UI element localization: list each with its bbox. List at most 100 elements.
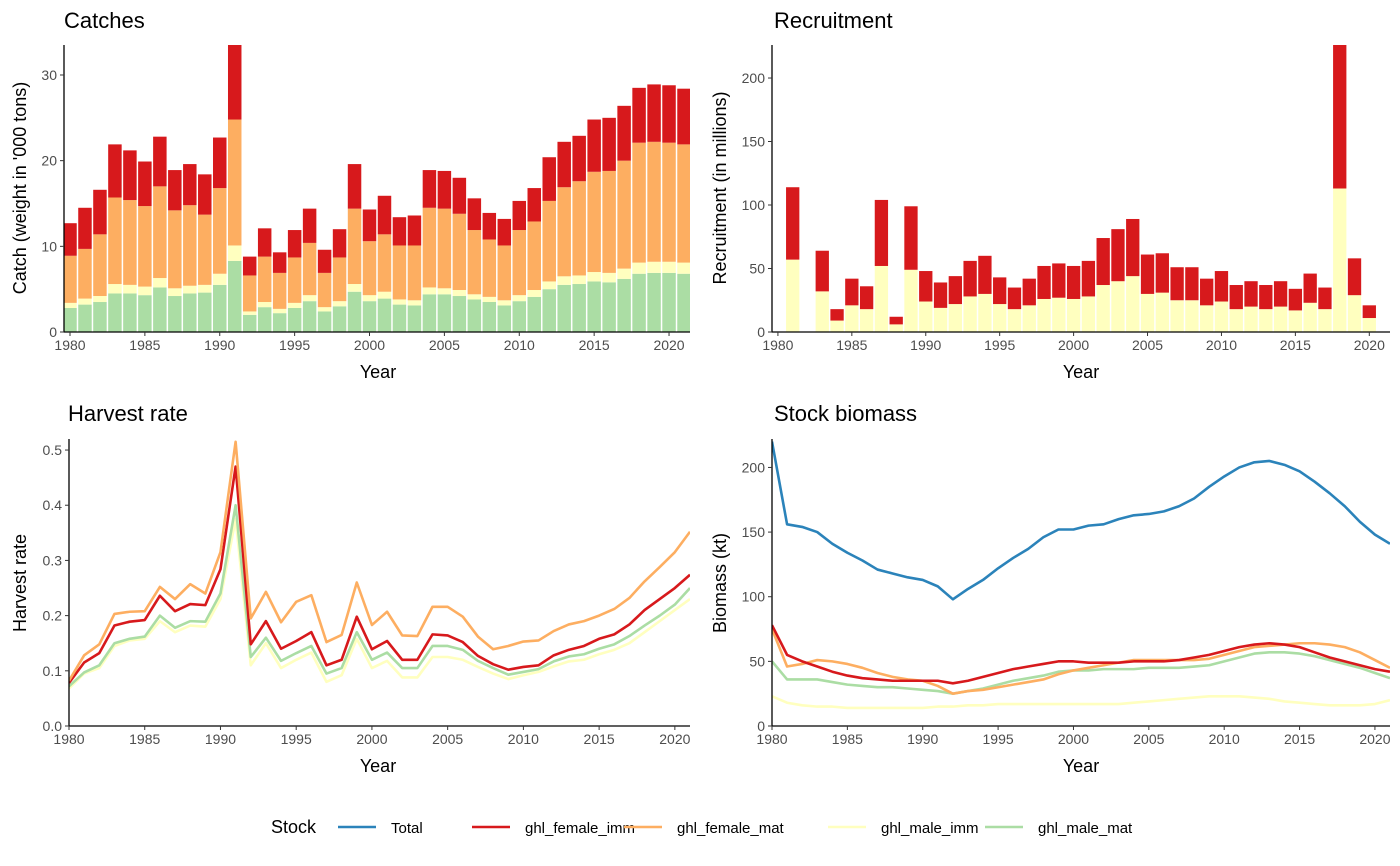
catches-bar-ghl_male_imm-1986 xyxy=(153,278,167,288)
recruitment-bar-ghl_female_imm-2000 xyxy=(1066,265,1081,299)
catches-bar-ghl_female_imm-2009 xyxy=(497,218,512,246)
catches-bar-ghl_female_mat-2010 xyxy=(512,230,527,296)
catches-bar-ghl_female_imm-1994 xyxy=(272,252,287,273)
biomass-y-tick-label: 100 xyxy=(742,589,766,605)
biomass-line-Total xyxy=(772,441,1390,601)
catches-x-tick-label: 2005 xyxy=(429,337,460,353)
catches-bar-ghl_male_imm-2003 xyxy=(407,300,422,306)
recruitment-x-tick-label: 2005 xyxy=(1132,337,1163,353)
biomass-marks xyxy=(772,441,1390,710)
recruitment-bar-ghl_male_imm-1989 xyxy=(904,269,918,332)
recruitment-bar-ghl_male_imm-1992 xyxy=(948,304,962,332)
catches-bar-ghl_male_imm-2013 xyxy=(557,276,571,285)
recruitment-bar-ghl_female_imm-2013 xyxy=(1259,285,1273,310)
catches-bar-ghl_male_mat-1983 xyxy=(108,293,122,332)
catches-bar-ghl_male_mat-2008 xyxy=(482,302,497,332)
catches-bar-ghl_male_mat-2000 xyxy=(362,301,377,332)
catches-bar-ghl_male_imm-2019 xyxy=(647,261,661,273)
biomass-x-tick-label: 2015 xyxy=(1284,731,1315,747)
recruitment-bar-ghl_female_imm-1998 xyxy=(1037,265,1051,299)
legend-label-ghl_male_mat: ghl_male_mat xyxy=(1038,820,1133,837)
recruitment-bar-ghl_male_imm-1987 xyxy=(874,265,889,332)
catches-bar-ghl_male_mat-2020 xyxy=(662,272,676,332)
harvest-line-ghl_male_imm xyxy=(69,517,690,690)
catches-bar-ghl_female_imm-2021 xyxy=(677,88,690,145)
recruitment-bar-ghl_male_imm-1984 xyxy=(830,320,844,332)
catches-bar-ghl_female_mat-2021 xyxy=(677,144,690,263)
catches-bar-ghl_female_mat-1994 xyxy=(272,272,287,309)
catches-bar-ghl_female_mat-1983 xyxy=(108,197,122,285)
catches-bar-ghl_male_imm-2017 xyxy=(617,268,631,279)
catches-bar-ghl_male_imm-1981 xyxy=(78,298,92,305)
catches-bar-ghl_male_mat-2013 xyxy=(557,284,571,332)
catches-x-tick-label: 1995 xyxy=(279,337,310,353)
recruitment-bar-ghl_female_imm-1997 xyxy=(1022,278,1036,306)
catches-bar-ghl_male_mat-2012 xyxy=(542,289,556,332)
catches-bar-ghl_male_imm-2008 xyxy=(482,296,497,303)
catches-bar-ghl_male_imm-2012 xyxy=(542,281,556,290)
catches-bar-ghl_male_mat-1989 xyxy=(198,292,212,332)
catches-bar-ghl_female_mat-2011 xyxy=(527,221,541,291)
biomass-line-ghl_male_imm xyxy=(772,694,1390,710)
catches-bar-ghl_male_mat-2009 xyxy=(497,305,512,332)
catches-bar-ghl_female_imm-1982 xyxy=(93,189,107,235)
biomass-line-ghl_male_mat xyxy=(772,651,1390,695)
catches-xlabel: Year xyxy=(360,362,396,382)
catches-bar-ghl_female_mat-1991 xyxy=(227,119,242,246)
catches-bar-ghl_male_mat-1980 xyxy=(64,308,77,332)
catches-x-tick-label: 1980 xyxy=(54,337,85,353)
catches-bar-ghl_male_mat-1984 xyxy=(123,293,137,332)
catches-title: Catches xyxy=(64,8,145,33)
biomass-y-tick-label: 0 xyxy=(757,718,765,734)
catches-bar-ghl_female_mat-1995 xyxy=(287,257,302,303)
catches-bar-ghl_male_mat-1995 xyxy=(287,308,302,332)
catches-bar-ghl_female_imm-1996 xyxy=(302,208,317,243)
harvest-x-tick-label: 2000 xyxy=(356,731,387,747)
recruitment-bar-ghl_male_imm-2004 xyxy=(1126,276,1140,332)
recruitment-bar-ghl_male_imm-2001 xyxy=(1081,296,1096,332)
catches-bar-ghl_male_imm-1998 xyxy=(332,301,347,307)
recruitment-x-tick-label: 1995 xyxy=(984,337,1015,353)
catches-bar-ghl_female_imm-2020 xyxy=(662,85,676,143)
catches-bar-ghl_male_imm-2014 xyxy=(572,275,586,285)
catches-bar-ghl_male_mat-1981 xyxy=(78,304,92,332)
catches-bar-ghl_female_mat-2013 xyxy=(557,187,571,277)
catches-plot-area: 1980 1985 1990 1995 2000 2005 2010 2015 2020 0 10 2… xyxy=(41,45,690,353)
harvest-x-tick-label: 2010 xyxy=(508,731,539,747)
recruitment-x-tick-label: 2020 xyxy=(1354,337,1385,353)
catches-bar-ghl_male_mat-2017 xyxy=(617,278,631,332)
catches-bar-ghl_female_mat-2003 xyxy=(407,245,422,301)
catches-bar-ghl_female_imm-1997 xyxy=(317,249,332,273)
catches-bar-ghl_female_imm-2002 xyxy=(392,217,407,246)
recruitment-bar-ghl_female_imm-2004 xyxy=(1126,218,1140,277)
recruitment-bar-ghl_male_imm-1994 xyxy=(978,293,992,332)
recruitment-bar-ghl_male_imm-2019 xyxy=(1347,295,1362,332)
biomass-title: Stock biomass xyxy=(774,401,917,426)
catches-bar-ghl_male_mat-2010 xyxy=(512,301,527,332)
catches-bar-ghl_female_imm-2004 xyxy=(422,170,437,208)
recruitment-y-tick-label: 200 xyxy=(742,70,766,86)
recruitment-bar-ghl_female_imm-2001 xyxy=(1081,260,1096,297)
recruitment-bar-ghl_female_imm-1981 xyxy=(786,187,800,260)
catches-bar-ghl_female_mat-2005 xyxy=(437,208,452,289)
recruitment-bar-ghl_female_imm-2003 xyxy=(1111,229,1125,282)
recruitment-bar-ghl_female_imm-1992 xyxy=(948,276,962,305)
recruitment-y-tick-label: 0 xyxy=(757,324,765,340)
biomass-y-tick-label: 50 xyxy=(749,653,765,669)
catches-bar-ghl_female_imm-2013 xyxy=(557,141,571,188)
catches-bar-ghl_female_mat-1985 xyxy=(138,206,152,287)
harvest-ylabel: Harvest rate xyxy=(10,534,30,632)
recruitment-y-tick-label: 50 xyxy=(749,261,765,277)
recruitment-bar-ghl_male_imm-2005 xyxy=(1140,293,1155,332)
recruitment-x-tick-label: 2015 xyxy=(1280,337,1311,353)
biomass-y-tick-label: 150 xyxy=(742,524,766,540)
legend-label-ghl_female_mat: ghl_female_mat xyxy=(677,820,785,837)
catches-bar-ghl_female_mat-1986 xyxy=(153,186,167,279)
catches-bar-ghl_female_mat-1981 xyxy=(78,248,92,299)
recruitment-bar-ghl_male_imm-2011 xyxy=(1229,309,1243,332)
recruitment-bar-ghl_male_imm-2010 xyxy=(1214,301,1229,332)
harvest-x-tick-label: 1995 xyxy=(281,731,312,747)
catches-x-tick-label: 2000 xyxy=(354,337,385,353)
catches-x-tick-label: 2020 xyxy=(653,337,684,353)
catches-bar-ghl_female_imm-1990 xyxy=(213,137,227,189)
